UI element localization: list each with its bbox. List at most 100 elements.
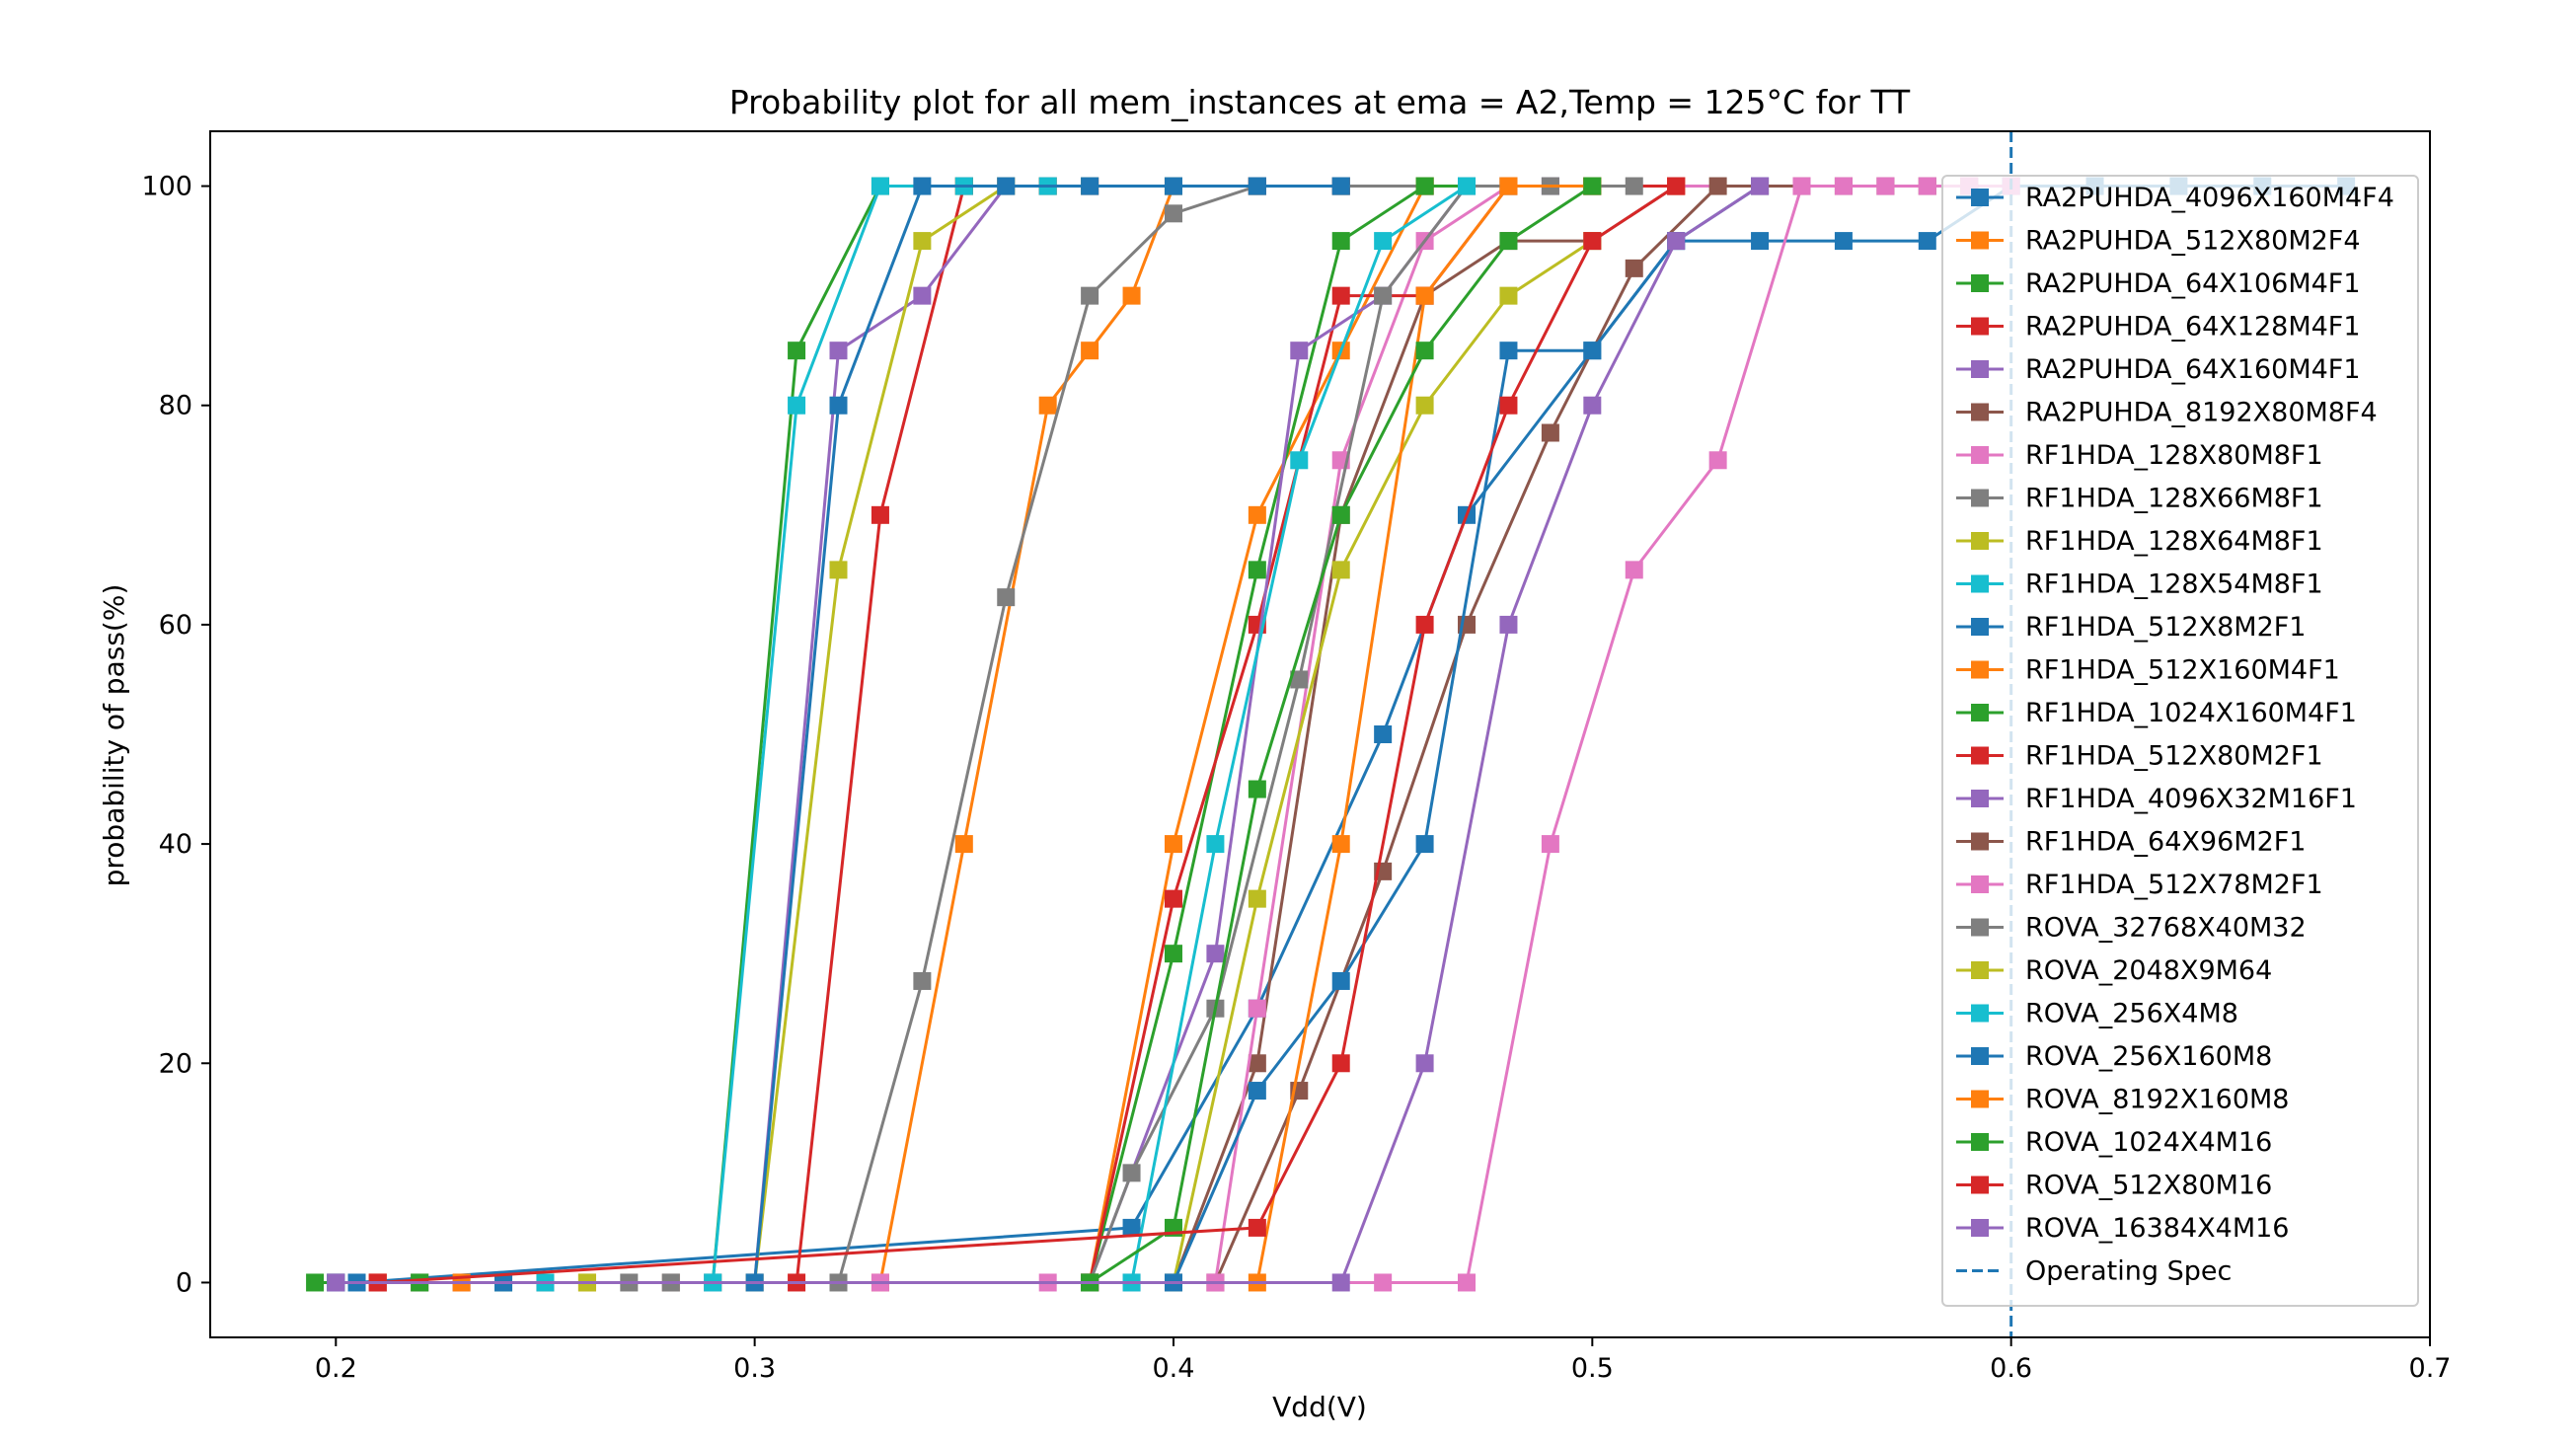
series-line [315,185,1425,1284]
data-point [1583,232,1602,251]
data-point [1499,396,1518,415]
legend-label: RA2PUHDA_64X128M4F1 [2025,312,2361,342]
legend-label: Operating Spec [2025,1256,2232,1287]
data-point [1164,835,1182,854]
x-tick-label: 0.3 [733,1353,776,1384]
legend-entry: ROVA_2048X9M64 [1956,955,2272,986]
legend-entry: RA2PUHDA_64X106M4F1 [1956,268,2361,299]
data-point [1625,177,1643,195]
legend: RA2PUHDA_4096X160M4F4 RA2PUHDA_512X80M2F4… [1941,175,2419,1307]
data-point [788,396,806,415]
series-RF1HDA_128X54M8F1 [327,177,1057,1292]
series-RF1HDA_4096X32M16F1 [452,177,1559,1292]
y-tick-label: 100 [141,172,192,202]
chart-title: Probability plot for all mem_instances a… [729,83,1911,121]
data-point [1751,177,1770,195]
data-point [1331,1054,1350,1073]
legend-entry: RF1HDA_128X80M8F1 [1956,440,2323,471]
legend-swatch-marker [1971,660,1989,679]
data-point [1164,204,1182,223]
legend-entry: ROVA_8192X160M8 [1956,1085,2289,1115]
legend-entry: RF1HDA_4096X32M16F1 [1956,784,2357,814]
legend-entry: RF1HDA_512X160M4F1 [1956,655,2340,686]
data-point [829,396,848,415]
data-point [1290,670,1309,689]
legend-label: RF1HDA_512X160M4F1 [2025,655,2340,686]
legend-swatch-marker [1971,1219,1989,1237]
data-point [871,177,889,195]
legend-swatch-marker [1971,317,1989,336]
legend-label: ROVA_2048X9M64 [2025,955,2272,986]
legend-entry: Operating Spec [1956,1256,2232,1287]
data-point [1081,342,1099,360]
data-point [1164,889,1182,908]
data-point [1331,177,1350,195]
legend-label: RF1HDA_128X66M8F1 [2025,484,2323,514]
data-point [1248,1218,1266,1237]
data-point [1541,835,1559,854]
data-point [1374,286,1393,305]
data-point [871,505,889,524]
data-point [829,561,848,579]
data-point [1499,232,1518,251]
data-point [829,342,848,360]
legend-swatch-marker [1971,1090,1989,1108]
series-ROVA_2048X9M64 [577,232,1602,1292]
legend-label: RF1HDA_1024X160M4F1 [2025,698,2357,728]
legend-swatch-marker [1971,1004,1989,1023]
legend-entry: ROVA_512X80M16 [1956,1171,2272,1201]
data-point [1206,945,1225,963]
data-point [1248,177,1266,195]
y-tick-label: 80 [159,391,192,421]
data-point [913,971,932,990]
data-point [1331,561,1350,579]
legend-swatch-marker [1971,574,1989,593]
data-point [1331,971,1350,990]
series-RF1HDA_128X80M8F1 [704,177,2020,1292]
y-tick-label: 40 [159,829,192,860]
data-point [1122,1164,1141,1182]
legend-label: ROVA_512X80M16 [2025,1171,2272,1201]
data-point [1206,835,1225,854]
legend-entry: RA2PUHDA_4096X160M4F4 [1956,183,2394,213]
legend-entry: RF1HDA_128X66M8F1 [1956,484,2323,514]
legend-box [1941,175,2419,1307]
legend-label: RF1HDA_128X54M8F1 [2025,570,2323,600]
series-line [336,185,1048,1284]
legend-swatch-marker [1971,489,1989,507]
data-point [1499,177,1518,195]
legend-entry: ROVA_16384X4M16 [1956,1213,2289,1244]
legend-entry: RF1HDA_128X54M8F1 [1956,570,2323,600]
data-point [913,232,932,251]
data-point [1834,232,1853,251]
data-point [1708,451,1727,470]
data-point [1081,286,1099,305]
data-point [1876,177,1895,195]
legend-entry: ROVA_256X160M8 [1956,1041,2272,1072]
legend-swatch-marker [1971,618,1989,636]
series-ROVA_512X80M16 [368,177,1686,1292]
legend-swatch-marker [1971,274,1989,292]
series-RF1HDA_512X160M4F1 [577,177,1686,1292]
series-line [377,185,1677,1284]
data-point [954,835,973,854]
legend-label: RA2PUHDA_8192X80M8F4 [2025,398,2378,428]
y-tick-label: 0 [176,1267,192,1298]
series-RF1HDA_128X64M8F1 [327,177,1182,1292]
legend-entry: RA2PUHDA_64X128M4F1 [1956,312,2361,342]
legend-entry: RF1HDA_128X64M8F1 [1956,526,2323,557]
legend-label: RF1HDA_64X96M2F1 [2025,827,2306,858]
data-point [1415,615,1434,634]
x-tick-label: 0.4 [1153,1353,1195,1384]
data-point [788,342,806,360]
legend-swatch-marker [1971,1047,1989,1065]
data-point [1248,780,1266,798]
series-line [336,185,1174,1284]
y-tick-label: 60 [159,610,192,641]
legend-label: RA2PUHDA_64X160M4F1 [2025,354,2361,385]
data-point [1331,835,1350,854]
data-point [1122,286,1141,305]
data-point [1415,396,1434,415]
